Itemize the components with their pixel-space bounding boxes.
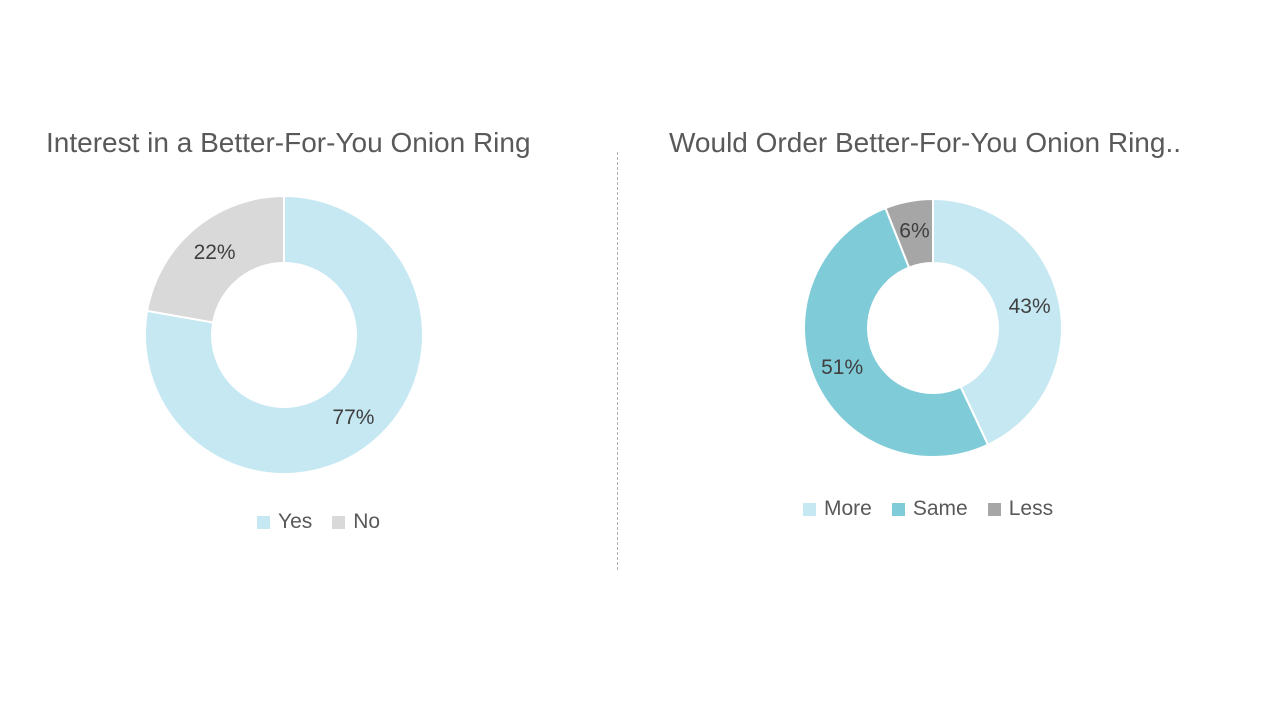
legend-would-order: More Same Less [803,497,1053,521]
donut-slice-would-order-more [932,197,1063,447]
legend-interest: Yes No [257,510,380,534]
legend-label-would-order-more: More [824,497,872,520]
legend-label-interest-yes: Yes [278,510,313,533]
legend-swatch-interest-yes [257,515,270,529]
legend-swatch-would-order-same [891,502,905,516]
donut-chart-interest: 77% 22% [144,194,424,475]
legend-item-interest-yes: Yes [257,510,312,534]
donut-slice-interest-no [145,194,285,324]
data-label-would-order-more: 43% [1009,295,1051,318]
donut-chart-would-order: 43% 51% 6% [803,197,1063,458]
legend-swatch-would-order-less [987,502,1001,516]
chart-title-would-order: Would Order Better-For-You Onion Ring.. [669,127,1182,158]
chart-divider [617,152,618,570]
chart-title-interest: Interest in a Better-For-You Onion Ring [46,127,531,158]
legend-label-would-order-same: Same [912,497,968,520]
legend-item-would-order-same: Same [891,497,968,521]
legend-item-would-order-more: More [803,497,872,521]
legend-swatch-interest-no [332,515,346,529]
donut-slice-interest-yes [144,194,424,475]
legend-label-would-order-less: Less [1008,497,1054,520]
data-label-would-order-less: 6% [899,219,929,242]
data-label-interest-no: 22% [194,241,236,264]
donut-slice-would-order-less [884,197,934,269]
donut-slice-would-order-same [803,206,990,458]
data-label-interest-yes: 77% [332,406,374,429]
legend-item-interest-no: No [332,510,380,534]
legend-label-interest-no: No [353,510,381,533]
data-label-would-order-same: 51% [821,356,863,379]
legend-item-would-order-less: Less [987,497,1054,521]
legend-swatch-would-order-more [803,502,816,516]
